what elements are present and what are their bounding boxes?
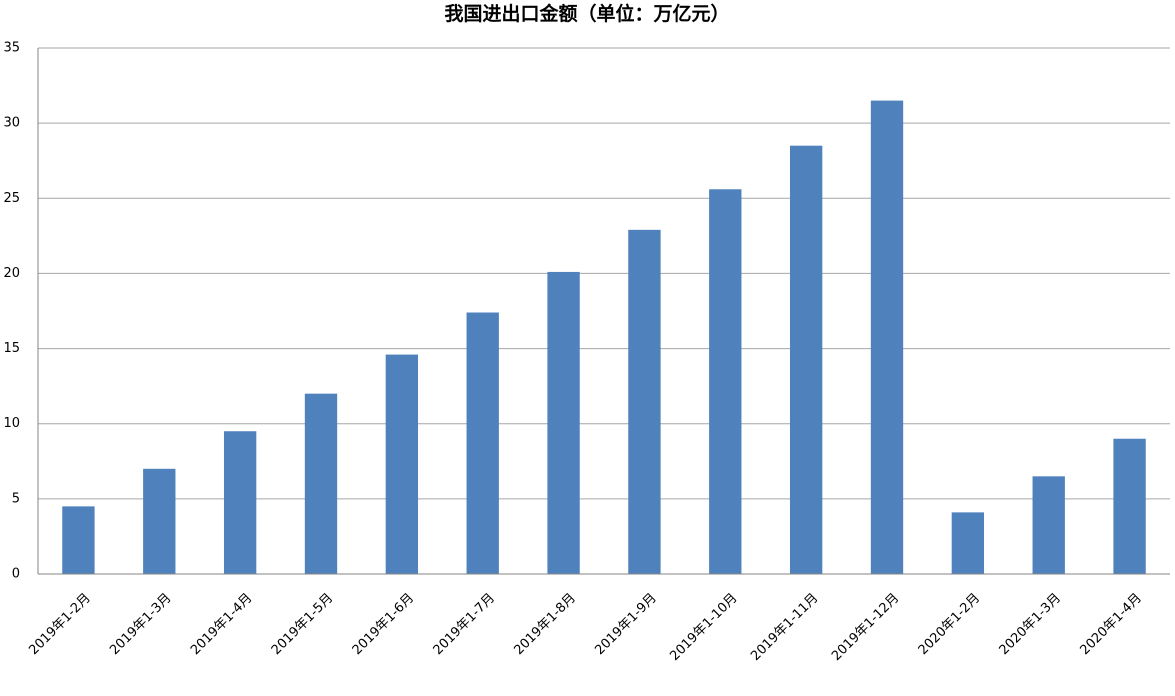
y-tick-label: 15 <box>3 341 20 356</box>
y-tick-label: 25 <box>3 191 20 206</box>
x-tick-label: 2019年1-8月 <box>511 591 578 658</box>
x-tick-label: 2019年1-4月 <box>188 591 255 658</box>
bar <box>628 229 661 575</box>
x-tick-label: 2019年1-6月 <box>350 591 417 658</box>
bar <box>1032 476 1065 574</box>
bar <box>466 312 499 574</box>
y-tick-label: 10 <box>3 416 20 431</box>
y-tick-label: 5 <box>12 491 20 506</box>
x-tick-label: 2019年1-3月 <box>107 591 174 658</box>
bar <box>951 512 985 574</box>
bar <box>385 354 419 574</box>
x-tick-label: 2019年1-5月 <box>269 591 336 658</box>
bar <box>143 468 176 574</box>
bar <box>709 189 742 575</box>
x-tick-label: 2019年1-9月 <box>592 591 659 658</box>
x-tick-label: 2019年1-12月 <box>829 591 902 664</box>
y-tick-label: 30 <box>3 116 20 131</box>
bar <box>223 431 257 574</box>
x-tick-label: 2019年1-2月 <box>26 591 93 658</box>
y-tick-label: 20 <box>3 266 20 281</box>
bar <box>1113 438 1146 574</box>
x-tick-label: 2020年1-4月 <box>1077 591 1144 658</box>
y-tick-label: 0 <box>12 567 20 582</box>
chart-title: 我国进出口金额（单位：万亿元） <box>444 2 729 25</box>
bar <box>789 145 823 574</box>
bar <box>304 393 338 574</box>
bar <box>547 271 580 574</box>
x-tick-label: 2019年1-7月 <box>431 591 498 658</box>
y-tick-label: 35 <box>3 41 20 56</box>
x-tick-label: 2019年1-11月 <box>748 591 821 664</box>
x-tick-label: 2019年1-10月 <box>667 591 740 664</box>
bar <box>62 506 95 574</box>
bar <box>870 100 904 574</box>
x-tick-label: 2020年1-2月 <box>916 591 983 658</box>
x-tick-label: 2020年1-3月 <box>997 591 1064 658</box>
